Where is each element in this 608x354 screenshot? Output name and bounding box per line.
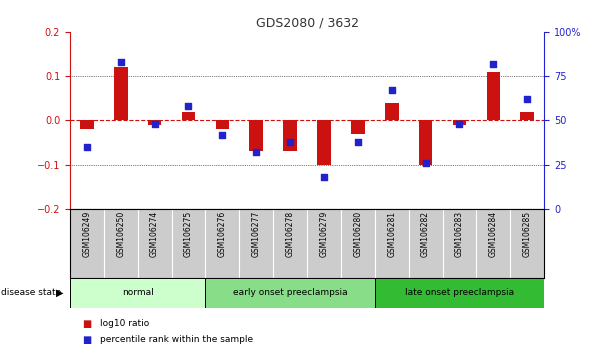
FancyBboxPatch shape	[375, 278, 544, 308]
Point	[184, 103, 193, 109]
Text: GSM106274: GSM106274	[150, 211, 159, 257]
Bar	[182, 112, 195, 120]
Point	[150, 121, 159, 127]
Text: percentile rank within the sample: percentile rank within the sample	[100, 335, 254, 344]
Bar	[148, 120, 161, 125]
Point	[387, 87, 396, 93]
Point	[116, 59, 126, 65]
Bar	[283, 120, 297, 152]
Text: GSM106285: GSM106285	[523, 211, 532, 257]
Text: GSM106282: GSM106282	[421, 211, 430, 257]
Text: disease state: disease state	[1, 289, 61, 297]
Text: GSM106278: GSM106278	[286, 211, 295, 257]
Bar	[453, 120, 466, 125]
Bar	[351, 120, 365, 134]
Text: early onset preeclampsia: early onset preeclampsia	[233, 289, 347, 297]
Point	[353, 139, 363, 144]
Text: GSM106284: GSM106284	[489, 211, 498, 257]
Bar	[486, 72, 500, 120]
Text: ▶: ▶	[57, 288, 64, 298]
Text: GSM106249: GSM106249	[82, 211, 91, 257]
Text: ■: ■	[82, 335, 91, 345]
Text: GSM106279: GSM106279	[319, 211, 328, 257]
Point	[218, 132, 227, 137]
Text: GSM106283: GSM106283	[455, 211, 464, 257]
Bar	[419, 120, 432, 165]
Bar	[80, 120, 94, 129]
Point	[251, 149, 261, 155]
Bar	[249, 120, 263, 152]
Bar	[520, 112, 534, 120]
Text: normal: normal	[122, 289, 154, 297]
Text: ■: ■	[82, 319, 91, 329]
Text: late onset preeclampsia: late onset preeclampsia	[405, 289, 514, 297]
Text: GSM106275: GSM106275	[184, 211, 193, 257]
Title: GDS2080 / 3632: GDS2080 / 3632	[255, 16, 359, 29]
Text: GSM106277: GSM106277	[252, 211, 261, 257]
Text: GSM106276: GSM106276	[218, 211, 227, 257]
Point	[82, 144, 92, 150]
FancyBboxPatch shape	[70, 278, 206, 308]
Bar	[216, 120, 229, 129]
Point	[522, 96, 532, 102]
Point	[455, 121, 465, 127]
Point	[285, 139, 295, 144]
FancyBboxPatch shape	[206, 278, 375, 308]
Text: log10 ratio: log10 ratio	[100, 319, 150, 329]
Text: GSM106281: GSM106281	[387, 211, 396, 257]
Bar	[114, 67, 128, 120]
Bar	[385, 103, 398, 120]
Point	[319, 174, 329, 180]
Text: GSM106280: GSM106280	[353, 211, 362, 257]
Text: GSM106250: GSM106250	[116, 211, 125, 257]
Point	[488, 61, 498, 67]
Point	[421, 160, 430, 166]
Bar	[317, 120, 331, 165]
